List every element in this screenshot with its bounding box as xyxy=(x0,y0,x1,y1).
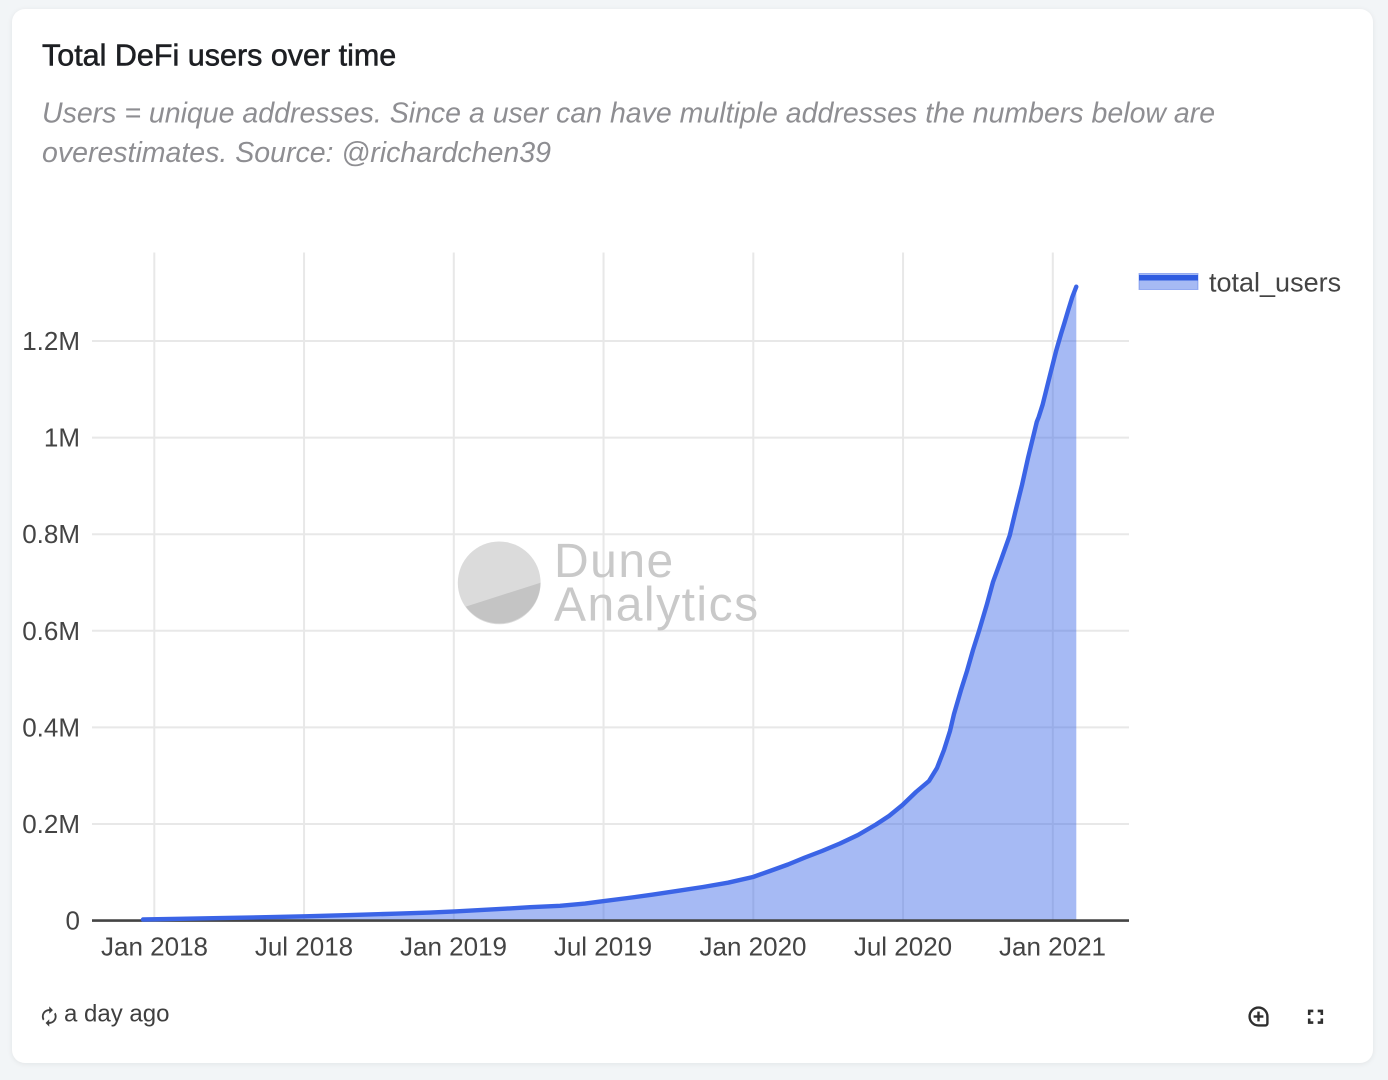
svg-text:0.4M: 0.4M xyxy=(22,712,80,742)
svg-text:0.6M: 0.6M xyxy=(22,616,80,646)
svg-text:Jul 2019: Jul 2019 xyxy=(554,932,652,962)
svg-text:Jul 2020: Jul 2020 xyxy=(854,932,952,962)
svg-text:a day ago: a day ago xyxy=(64,1001,169,1028)
svg-text:0: 0 xyxy=(66,906,80,936)
svg-text:0.2M: 0.2M xyxy=(22,809,80,839)
svg-text:Jan 2019: Jan 2019 xyxy=(400,932,507,962)
svg-text:1M: 1M xyxy=(44,423,80,453)
svg-text:1.2M: 1.2M xyxy=(22,326,80,356)
svg-text:Dune: Dune xyxy=(554,535,675,588)
svg-text:overestimates. Source: @richar: overestimates. Source: @richardchen39 xyxy=(42,137,551,169)
svg-text:Jul 2018: Jul 2018 xyxy=(255,932,353,962)
svg-text:Jan 2020: Jan 2020 xyxy=(700,932,807,962)
svg-text:Jan 2021: Jan 2021 xyxy=(999,932,1106,962)
svg-text:Total DeFi users over time: Total DeFi users over time xyxy=(42,39,396,73)
svg-text:Jan 2018: Jan 2018 xyxy=(101,932,208,962)
svg-text:Analytics: Analytics xyxy=(554,579,760,632)
svg-text:total_users: total_users xyxy=(1209,268,1341,298)
svg-text:Users = unique addresses. Sinc: Users = unique addresses. Since a user c… xyxy=(42,98,1215,130)
svg-text:0.8M: 0.8M xyxy=(22,519,80,549)
